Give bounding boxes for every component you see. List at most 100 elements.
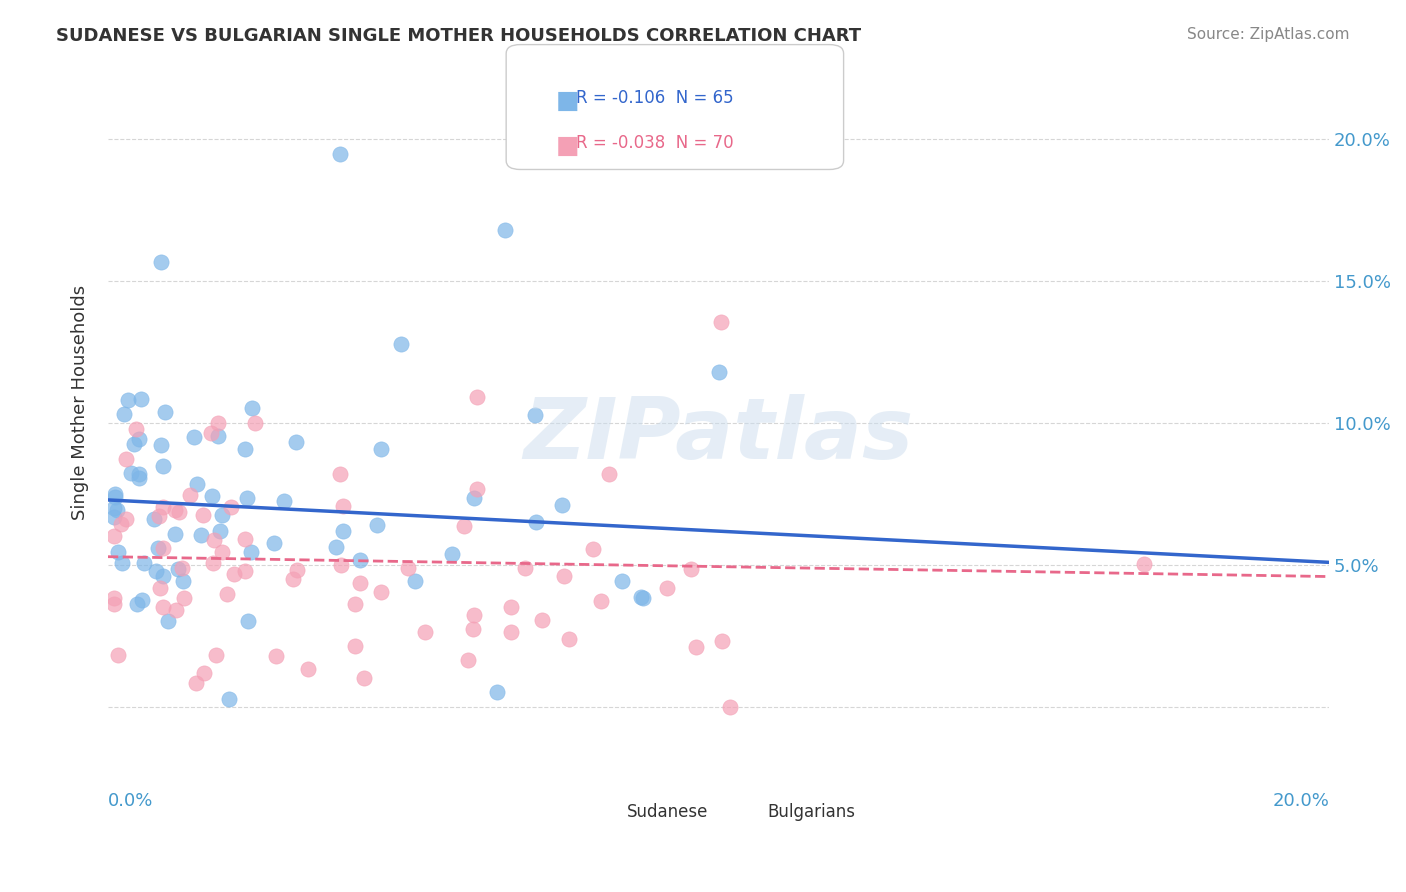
Point <box>104 490 127 504</box>
Text: SUDANESE VS BULGARIAN SINGLE MOTHER HOUSEHOLDS CORRELATION CHART: SUDANESE VS BULGARIAN SINGLE MOTHER HOUS… <box>56 27 862 45</box>
Point <box>263 536 285 550</box>
Point <box>273 493 295 508</box>
Point <box>152 459 174 474</box>
Point <box>128 467 150 481</box>
Point <box>233 442 256 457</box>
Point <box>207 428 229 442</box>
Point <box>349 552 371 566</box>
Point <box>551 498 574 512</box>
Point <box>711 633 734 648</box>
Point <box>209 524 232 538</box>
Point <box>122 437 145 451</box>
Point <box>166 562 188 576</box>
Point <box>145 565 167 579</box>
Point <box>463 491 485 505</box>
Point <box>370 442 392 456</box>
Point <box>165 527 187 541</box>
Point <box>111 556 134 570</box>
Point <box>463 608 485 623</box>
Point <box>332 524 354 539</box>
Point <box>186 676 208 690</box>
Point <box>103 529 125 543</box>
Point <box>149 255 172 269</box>
Point <box>120 467 142 481</box>
Point <box>325 540 347 554</box>
Point <box>524 515 547 529</box>
Point <box>186 477 208 491</box>
Point <box>655 581 678 595</box>
Text: ■: ■ <box>555 89 579 113</box>
Point <box>353 671 375 685</box>
Point <box>179 488 201 502</box>
Point <box>152 599 174 614</box>
Point <box>222 567 245 582</box>
Point <box>202 533 225 548</box>
Point <box>125 597 148 611</box>
Point <box>215 587 238 601</box>
Point <box>344 639 367 653</box>
Point <box>513 560 536 574</box>
Point <box>172 574 194 588</box>
Point <box>233 564 256 578</box>
Point <box>453 518 475 533</box>
Point <box>1133 557 1156 571</box>
Point <box>440 547 463 561</box>
Text: Bulgarians: Bulgarians <box>768 803 855 822</box>
Point <box>486 685 509 699</box>
Point <box>589 594 612 608</box>
Point <box>131 592 153 607</box>
Point <box>202 556 225 570</box>
Point <box>149 438 172 452</box>
Point <box>211 545 233 559</box>
Point <box>169 505 191 519</box>
Point <box>370 584 392 599</box>
Point <box>103 500 125 515</box>
Point <box>679 562 702 576</box>
Point <box>110 516 132 531</box>
Text: 0.0%: 0.0% <box>108 792 153 810</box>
Point <box>457 653 479 667</box>
Point <box>165 603 187 617</box>
Point <box>142 512 165 526</box>
Point <box>718 700 741 714</box>
Text: Source: ZipAtlas.com: Source: ZipAtlas.com <box>1187 27 1350 42</box>
FancyBboxPatch shape <box>728 805 763 823</box>
Point <box>329 467 352 481</box>
Point <box>115 511 138 525</box>
Point <box>103 597 125 611</box>
Point <box>239 545 262 559</box>
Point <box>105 503 128 517</box>
Point <box>153 405 176 419</box>
Point <box>107 544 129 558</box>
Point <box>343 597 366 611</box>
Point <box>465 391 488 405</box>
Point <box>612 574 634 588</box>
Text: ■: ■ <box>555 134 579 158</box>
Point <box>128 470 150 484</box>
Point <box>557 632 579 646</box>
Point <box>173 591 195 606</box>
Point <box>233 532 256 546</box>
Point <box>465 483 488 497</box>
Point <box>501 625 523 640</box>
Point <box>598 467 620 482</box>
Point <box>128 432 150 446</box>
Point <box>264 648 287 663</box>
Point <box>404 574 426 589</box>
Point <box>553 569 575 583</box>
Point <box>243 417 266 431</box>
Point <box>501 599 523 614</box>
Point <box>183 430 205 444</box>
Point <box>104 487 127 501</box>
Point <box>524 408 547 422</box>
Point <box>207 417 229 431</box>
Point <box>710 315 733 329</box>
Point <box>129 392 152 407</box>
Point <box>332 499 354 513</box>
Point <box>125 422 148 436</box>
Point <box>297 662 319 676</box>
Point <box>330 558 353 573</box>
Point <box>349 576 371 591</box>
Y-axis label: Single Mother Households: Single Mother Households <box>72 285 89 519</box>
Point <box>170 561 193 575</box>
